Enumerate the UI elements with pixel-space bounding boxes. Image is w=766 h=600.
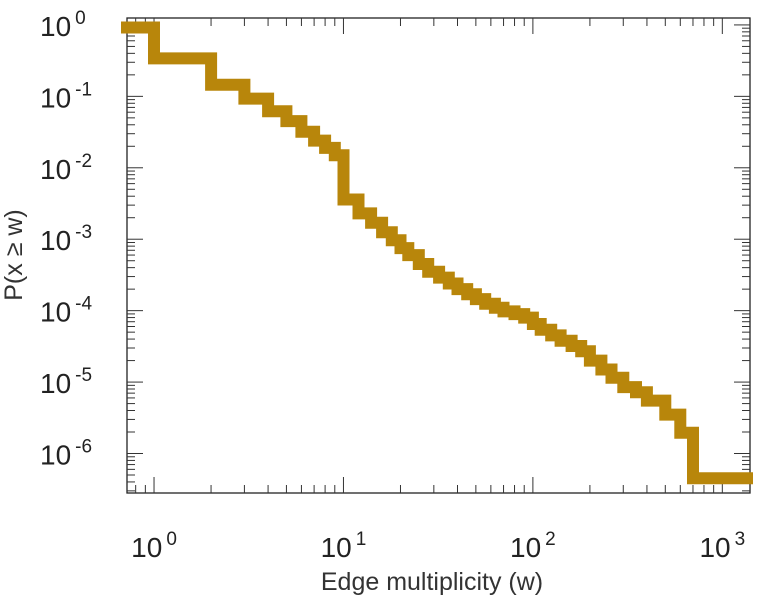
minor-ticks	[127, 18, 750, 493]
ccdf-series-0	[121, 21, 753, 485]
y-axis-label: P(x ≥ w)	[0, 209, 28, 301]
y-tick-label: 10 0	[40, 8, 86, 42]
y-tick-label: 10 -5	[40, 365, 92, 399]
x-tick-label: 10 3	[699, 529, 745, 563]
y-tick-label: 10 -3	[40, 222, 92, 256]
y-tick-label: 10 -2	[40, 151, 92, 185]
major-ticks	[127, 18, 750, 493]
x-tick-label: 10 1	[321, 529, 367, 563]
y-tick-label: 10 -1	[40, 79, 92, 113]
x-tick-label: 10 0	[131, 529, 177, 563]
y-tick-label: 10 -6	[40, 437, 92, 471]
x-axis-label: Edge multiplicity (w)	[321, 568, 543, 596]
x-tick-labels: 10 0 10 1 10 2 10 3	[131, 529, 745, 563]
x-tick-label: 10 2	[510, 529, 556, 563]
y-tick-label: 10 -4	[40, 294, 92, 328]
series-layer	[121, 21, 753, 485]
